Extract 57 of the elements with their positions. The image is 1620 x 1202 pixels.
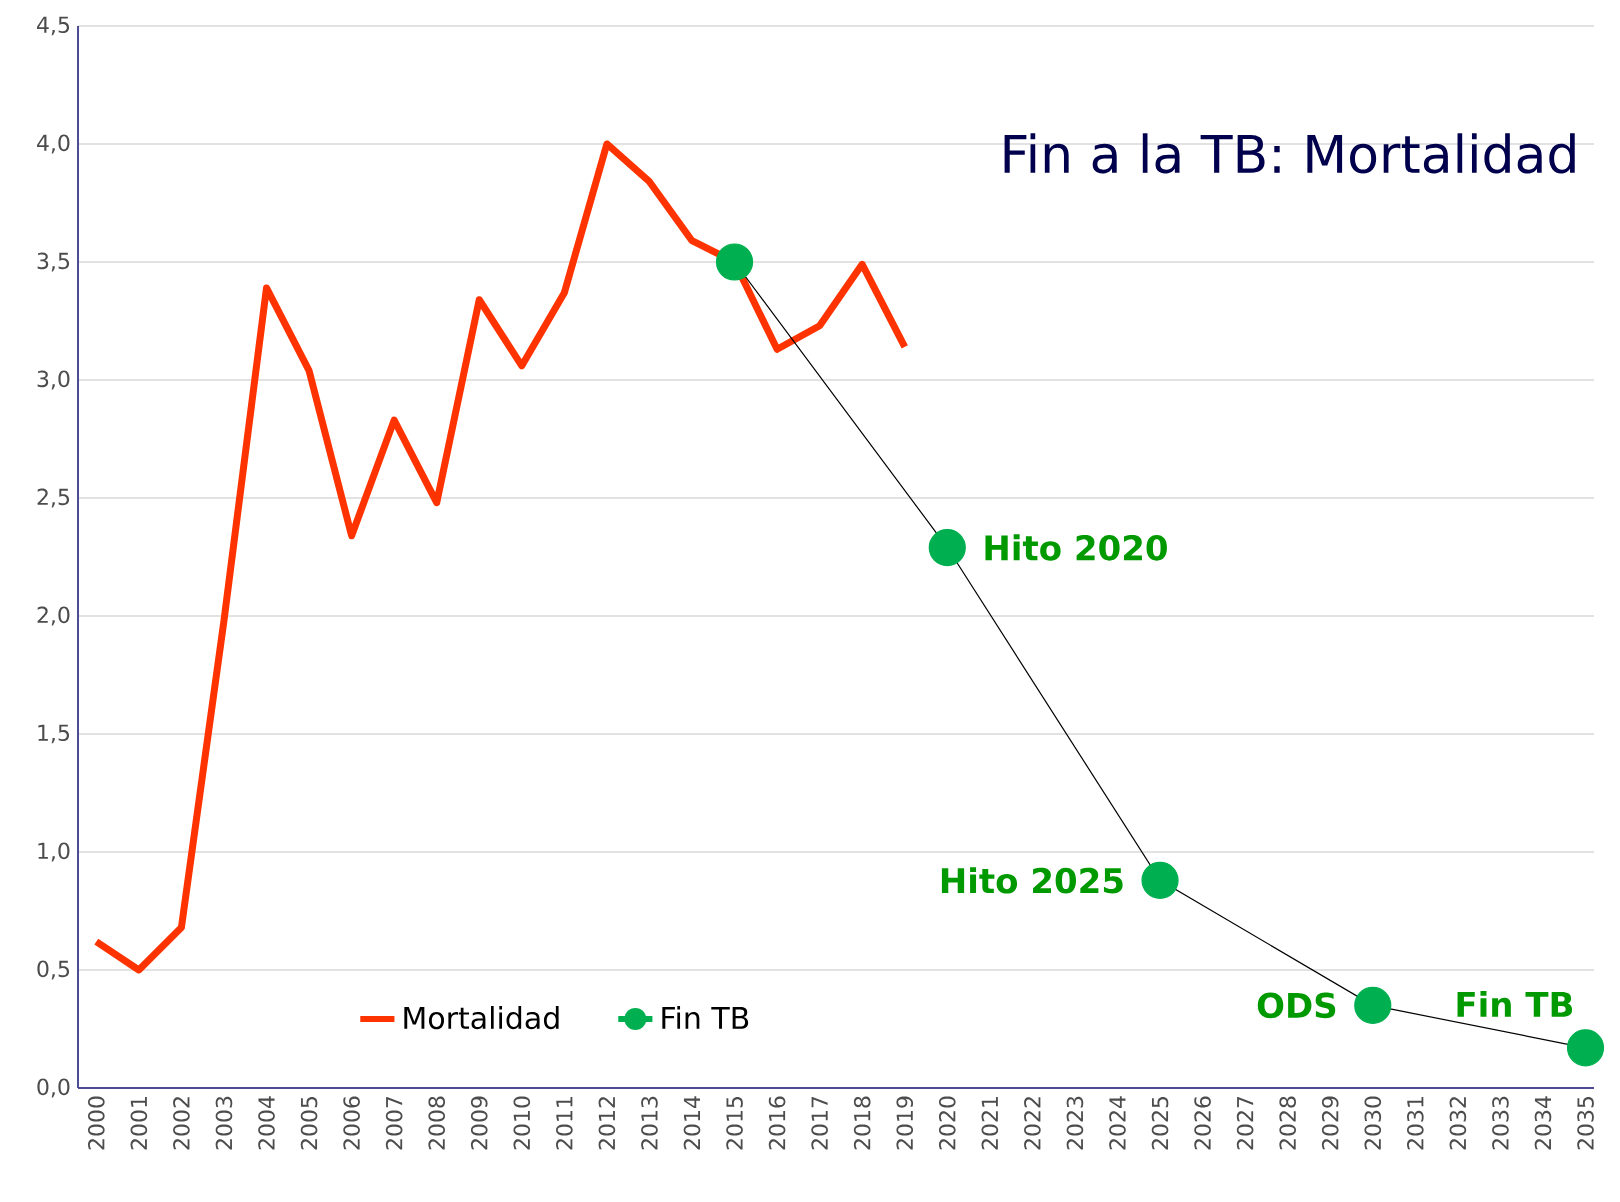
y-tick-label: 3,5: [37, 252, 70, 272]
x-tick-label: 2025: [1151, 1096, 1169, 1150]
y-tick-label: 0,5: [37, 960, 70, 980]
annotation: Hito 2020: [985, 534, 1167, 561]
x-tick-label: 2030: [1364, 1096, 1382, 1150]
x-tick-label: 2034: [1534, 1096, 1552, 1150]
x-tick-label: 2006: [343, 1096, 360, 1150]
x-tick-label: 2007: [385, 1096, 403, 1150]
x-tick-label: 2026: [1194, 1096, 1211, 1150]
x-tick-label: 2022: [1024, 1097, 1041, 1150]
x-tick-label: 2024: [1109, 1096, 1126, 1150]
x-tick-label: 2028: [1279, 1096, 1296, 1150]
x-tick-label: 2012: [598, 1097, 616, 1150]
x-tick-label: 2004: [258, 1096, 275, 1150]
legend-label: Mortalidad: [404, 1006, 559, 1030]
x-tick-label: 2015: [726, 1096, 743, 1150]
x-tick-label: 2032: [1449, 1097, 1467, 1150]
legend-label: Fin TB: [662, 1006, 749, 1029]
x-tick-label: 2027: [1236, 1096, 1254, 1150]
x-tick-label: 2016: [768, 1096, 786, 1150]
x-tick-label: 2005: [300, 1096, 318, 1150]
x-tick-label: 2001: [130, 1097, 148, 1150]
x-tick-label: 2009: [470, 1096, 488, 1150]
x-tick-label: 2003: [215, 1096, 233, 1150]
x-tick-label: 2002: [173, 1097, 190, 1150]
y-tick-label: 1,5: [38, 724, 70, 744]
annotation: Hito 2025: [941, 867, 1123, 894]
annotation: ODS: [1257, 992, 1336, 1019]
point: [928, 528, 966, 567]
x-tick-label: 2018: [853, 1096, 871, 1150]
point: [1354, 986, 1392, 1024]
y-tick-label: 2,0: [37, 606, 70, 626]
point: [1141, 861, 1179, 899]
x-tick-label: 2010: [513, 1096, 531, 1150]
x-tick-label: 2008: [428, 1096, 446, 1150]
x-tick-label: 2029: [1321, 1096, 1339, 1150]
x-tick-label: 2000: [88, 1096, 105, 1150]
x-tick-label: 2011: [556, 1097, 573, 1150]
y-tick-label: 2,5: [37, 488, 70, 508]
annotation: Fin TB: [1457, 990, 1573, 1017]
x-tick-label: 2014: [683, 1096, 701, 1150]
point: [715, 243, 754, 281]
x-tick-label: 2017: [811, 1096, 828, 1150]
y-tick-label: 4,0: [37, 134, 70, 154]
text: Fin a la TB: Mortalidad: [1004, 133, 1575, 174]
x-tick-label: 2019: [896, 1096, 914, 1150]
x-tick-label: 2020: [938, 1096, 956, 1150]
x-tick-label: 2023: [1066, 1096, 1084, 1150]
y-tick-label: 4,5: [37, 16, 70, 36]
y-tick-label: 1,0: [38, 842, 70, 862]
x-tick-label: 2033: [1492, 1096, 1509, 1150]
x-tick-label: 2021: [981, 1097, 999, 1150]
x-tick-label: 2031: [1407, 1097, 1424, 1150]
x-tick-label: 2013: [641, 1096, 658, 1150]
y-tick-label: 0,0: [37, 1078, 70, 1098]
y-tick-label: 3,0: [37, 370, 70, 390]
x-tick-label: 2035: [1577, 1096, 1594, 1150]
